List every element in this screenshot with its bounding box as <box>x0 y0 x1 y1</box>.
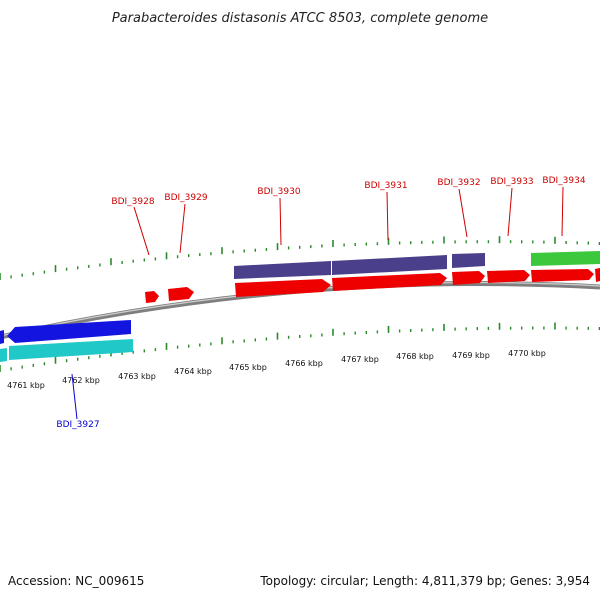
kbp-label: 4763 kbp <box>118 372 156 381</box>
gene-arrow-bdi-3932[interactable] <box>452 271 485 285</box>
kbp-label: 4764 kbp <box>174 367 212 376</box>
inner-scale-ticks <box>0 322 600 372</box>
kbp-label: 4762 kbp <box>62 376 100 385</box>
genome-summary-text: Topology: circular; Length: 4,811,379 bp… <box>259 574 590 588</box>
gene-label-bdi-3934[interactable]: BDI_3934 <box>542 176 585 186</box>
gene-arrow-bdi-3933[interactable] <box>487 270 530 283</box>
leader-bdi-3931 <box>386 191 389 241</box>
gene-label-bdi-3928[interactable]: BDI_3928 <box>111 197 154 207</box>
kbp-label: 4765 kbp <box>229 363 267 372</box>
leader-bdi-3934 <box>561 186 564 237</box>
gene-label-bdi-3933[interactable]: BDI_3933 <box>490 177 533 187</box>
gene-labels: BDI_3927 BDI_3928 BDI_3929 BDI_3930 BDI_… <box>56 176 585 430</box>
gene-bar-cyan[interactable] <box>9 339 133 360</box>
gene-bar-cyan-partial[interactable] <box>0 348 7 362</box>
leader-bdi-3929 <box>179 203 186 254</box>
gene-label-bdi-3929[interactable]: BDI_3929 <box>164 193 207 203</box>
gene-label-bdi-3932[interactable]: BDI_3932 <box>437 178 480 188</box>
gene-arrow-bdi-3927[interactable] <box>7 320 131 343</box>
gene-arrow-bdi-3931[interactable] <box>332 273 447 291</box>
kbp-label: 4767 kbp <box>341 355 379 364</box>
leader-bdi-3933 <box>507 187 513 237</box>
gene-features <box>0 251 600 362</box>
gene-arrow-left-partial[interactable] <box>0 330 4 344</box>
gene-label-bdi-3931[interactable]: BDI_3931 <box>364 181 407 191</box>
gene-bar-bdi-3930[interactable] <box>234 261 331 279</box>
gene-arrow-bdi-3929[interactable] <box>168 287 194 301</box>
gene-label-bdi-3927[interactable]: BDI_3927 <box>56 420 99 430</box>
gene-bar-bdi-3931[interactable] <box>332 255 447 275</box>
gene-arrow-next[interactable] <box>595 268 600 282</box>
kbp-label: 4761 kbp <box>7 381 45 390</box>
gene-arrow-bdi-3928[interactable] <box>145 291 159 303</box>
accession-text: Accession: NC_009615 <box>8 574 144 588</box>
gene-arrow-bdi-3930[interactable] <box>235 279 331 297</box>
kbp-label: 4768 kbp <box>396 352 434 361</box>
leader-bdi-3932 <box>458 188 468 238</box>
gene-label-bdi-3930[interactable]: BDI_3930 <box>257 187 300 197</box>
genome-title: Parabacteroides distasonis ATCC 8503, co… <box>112 11 488 26</box>
kbp-label: 4770 kbp <box>508 349 546 358</box>
gene-arrow-bdi-3934[interactable] <box>531 269 594 282</box>
outer-scale-ticks <box>0 236 600 280</box>
kbp-label: 4766 kbp <box>285 359 323 368</box>
leader-bdi-3930 <box>279 197 282 246</box>
leader-bdi-3927 <box>71 373 78 420</box>
kbp-scale-labels: 4761 kbp 4762 kbp 4763 kbp 4764 kbp 4765… <box>7 349 546 390</box>
gene-label-leaders <box>71 186 564 420</box>
leader-bdi-3928 <box>133 206 150 256</box>
gene-bar-bdi-3932[interactable] <box>452 253 485 268</box>
gene-bar-bdi-3934[interactable] <box>531 251 600 266</box>
kbp-label: 4769 kbp <box>452 351 490 360</box>
